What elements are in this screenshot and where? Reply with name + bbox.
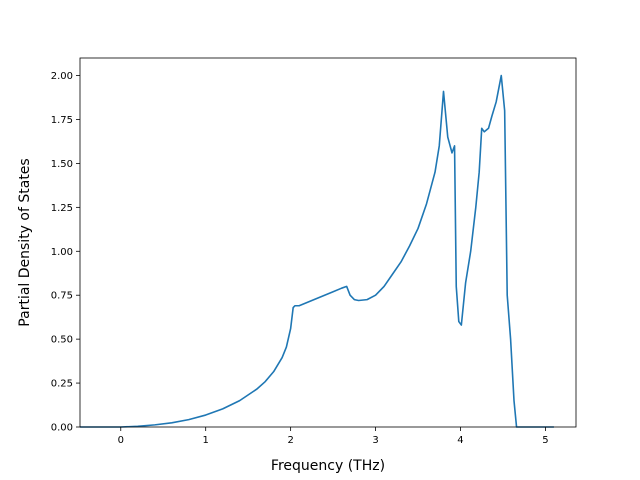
y-tick-label: 0.00: [51, 423, 73, 434]
axes-frame: [79, 57, 577, 428]
y-axis-label: Partial Density of States: [17, 158, 33, 326]
y-tick-label: 0.50: [51, 335, 73, 346]
x-axis-label: Frequency (THz): [271, 458, 385, 474]
y-tick-label: 2.00: [51, 71, 73, 82]
x-tick-label: 0: [118, 435, 124, 446]
x-tick-label: 2: [287, 435, 293, 446]
x-tick-label: 3: [372, 435, 378, 446]
series-line-0: [80, 74, 554, 428]
x-tick-label: 4: [457, 435, 463, 446]
y-tick-label: 1.50: [51, 159, 73, 170]
x-tick-label: 5: [542, 435, 548, 446]
y-axis-ticks: 0.00 0.25 0.50 0.75 1.00 1.25 1.50 1.75 2.00: [51, 71, 80, 434]
y-tick-label: 1.00: [51, 247, 73, 258]
y-tick-label: 1.75: [51, 115, 73, 126]
x-axis-ticks: 0 1 2 3 4 5: [118, 427, 549, 446]
y-tick-label: 1.25: [51, 203, 73, 214]
y-tick-label: 0.25: [51, 379, 73, 390]
plot-area: [80, 74, 554, 428]
y-tick-label: 0.75: [51, 291, 73, 302]
x-tick-label: 1: [203, 435, 209, 446]
